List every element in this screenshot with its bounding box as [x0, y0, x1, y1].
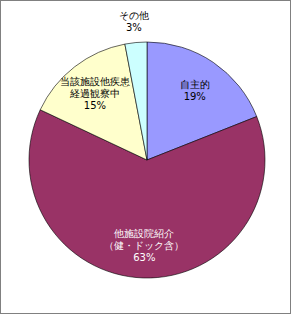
slice-value-label: 19% — [184, 91, 206, 102]
chart: 自主的19% 他施設院紹介（健・ドック含）63% 当該施設他疾患経過観察中15% その… — [0, 0, 291, 314]
labels: 自主的19% 他施設院紹介（健・ドック含）63% 当該施設他疾患経過観察中15% その… — [60, 10, 210, 263]
slice-category-label: その他 — [119, 10, 149, 21]
pie-slice — [125, 42, 147, 160]
slice-category-label: 当該施設他疾患経過観察中 — [60, 76, 130, 99]
slice-category-label: 自主的 — [180, 79, 210, 90]
slice-value-label: 15% — [84, 100, 106, 111]
frame — [1, 1, 291, 314]
slices — [29, 42, 265, 278]
slice-value-label: 3% — [126, 22, 142, 33]
slice-value-label: 63% — [133, 252, 155, 263]
chart-root: 自主的19% 他施設院紹介（健・ドック含）63% 当該施設他疾患経過観察中15% その… — [0, 0, 291, 314]
slice-category-label: 他施設院紹介（健・ドック含） — [104, 228, 184, 251]
